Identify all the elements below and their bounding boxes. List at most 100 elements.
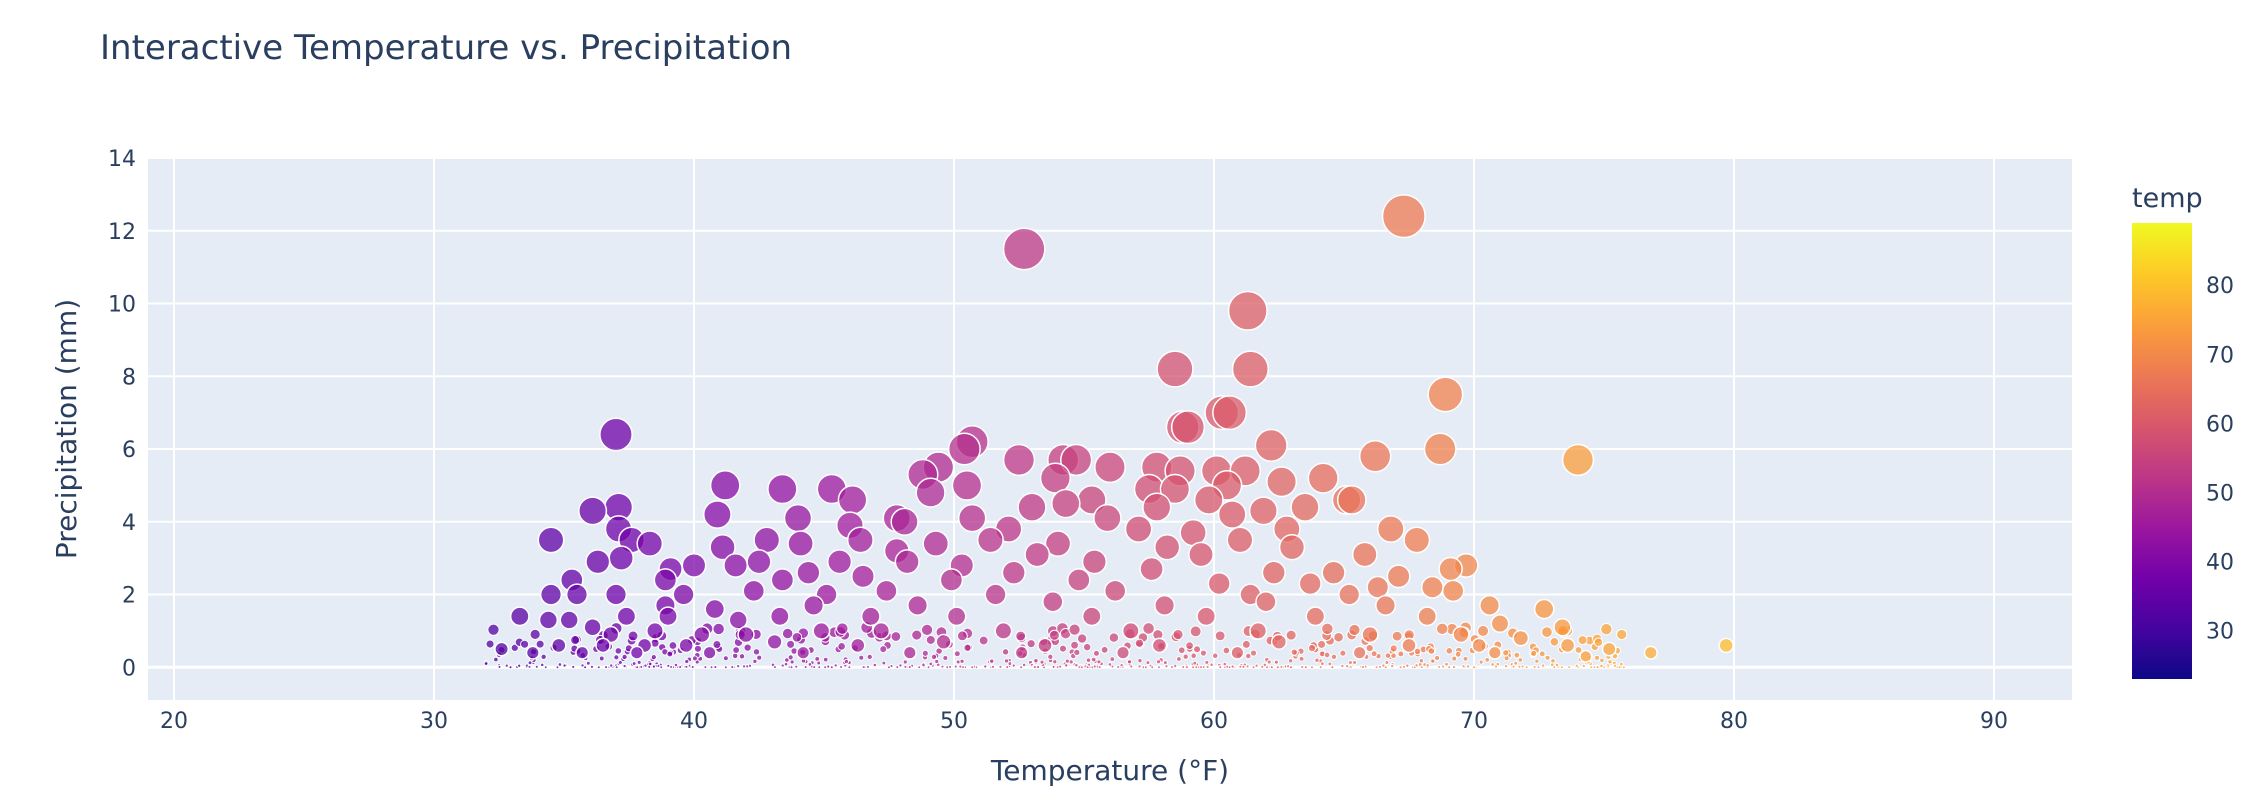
scatter-point (713, 664, 718, 670)
scatter-point (1172, 628, 1184, 641)
scatter-point (1162, 660, 1168, 666)
scatter-point (1612, 663, 1618, 668)
scatter-point (1559, 665, 1564, 670)
scatter-point (1173, 663, 1178, 668)
scatter-point (902, 659, 908, 665)
scatter-point (890, 631, 902, 642)
scatter-point (693, 644, 702, 653)
scatter-point (783, 661, 789, 667)
scatter-point (1039, 659, 1045, 665)
scatter-point (1222, 646, 1231, 655)
scatter-point (1544, 654, 1551, 661)
scatter-point (509, 606, 530, 627)
scatter-point (1211, 652, 1219, 660)
scatter-point (1249, 649, 1258, 657)
scatter-point (1418, 658, 1425, 664)
colorbar-ticks: 30 40 50 60 70 80 (2206, 274, 2234, 644)
y-tick-label: 0 (122, 656, 136, 681)
scatter-point (613, 654, 620, 661)
scatter-point (1066, 568, 1091, 592)
scatter-point (1085, 657, 1092, 663)
scatter-point (551, 637, 567, 654)
scatter-point (525, 645, 540, 660)
scatter-point (743, 643, 752, 652)
scatter-point (770, 568, 795, 592)
scatter-point (1581, 663, 1586, 669)
scatter-point (922, 530, 950, 557)
scatter-point (1033, 657, 1039, 664)
scatter-point (1538, 650, 1546, 658)
scatter-point (728, 610, 748, 630)
scatter-point (1579, 649, 1593, 663)
scatter-point (684, 658, 690, 665)
scatter-point (920, 623, 934, 637)
scatter-point (1073, 648, 1081, 657)
scatter-point (736, 664, 741, 669)
scatter-point (984, 583, 1007, 606)
scatter-point (1154, 594, 1176, 616)
scatter-point (571, 664, 576, 669)
scatter-point (539, 662, 545, 668)
scatter-point (1405, 663, 1410, 668)
scatter-point (1462, 655, 1469, 662)
scatter-point (1060, 443, 1093, 477)
scatter-point (722, 655, 729, 662)
scatter-point (1517, 657, 1524, 663)
scatter-point (1159, 473, 1191, 505)
x-tick-label: 80 (1720, 709, 1748, 734)
scatter-point (1265, 665, 1270, 670)
scatter-point (1035, 665, 1041, 670)
y-tick-label: 14 (108, 147, 136, 172)
scatter-point (559, 610, 579, 630)
scatter-point (1574, 646, 1583, 654)
scatter-point (1513, 651, 1521, 659)
scatter-point (1191, 665, 1196, 670)
scatter-point (742, 579, 766, 603)
scatter-point (1366, 575, 1390, 599)
scatter-point (1248, 496, 1278, 526)
scatter-point (1413, 647, 1422, 656)
scatter-point (787, 530, 814, 557)
scatter-point (1595, 665, 1600, 670)
scatter-point (1376, 515, 1405, 543)
scatter-point (537, 526, 565, 554)
scatter-point (1003, 658, 1010, 664)
scatter-point (631, 661, 637, 666)
scatter-point (1452, 625, 1470, 644)
scatter-point (1536, 665, 1541, 670)
y-axis-ticks: 0 2 4 6 8 10 12 14 (108, 147, 136, 681)
scatter-point (1479, 594, 1501, 616)
scatter-point (1384, 652, 1392, 659)
scatter-point (907, 664, 912, 670)
y-tick-label: 2 (122, 584, 136, 609)
scatter-point (956, 630, 968, 642)
scatter-point (1471, 665, 1476, 670)
scatter-point (1490, 614, 1510, 634)
scatter-point (942, 654, 949, 661)
scatter-point (1230, 664, 1235, 669)
scatter-point (879, 645, 888, 654)
scatter-point (1177, 646, 1186, 655)
scatter-point (596, 665, 601, 670)
scatter-point (616, 606, 637, 627)
scatter-point (1601, 641, 1617, 657)
scatter-point (1318, 665, 1323, 670)
scatter-point (529, 628, 541, 641)
scatter-point (886, 665, 891, 670)
scatter-point (1437, 664, 1442, 670)
scatter-point (1553, 618, 1572, 637)
scatter-point (1348, 623, 1361, 637)
scatter-point (746, 549, 772, 575)
scatter-point (1330, 653, 1338, 660)
scatter-point (947, 432, 981, 466)
scatter-point (1287, 658, 1294, 664)
scatter-point (691, 655, 698, 662)
scatter-point (1534, 658, 1540, 664)
scatter-point (781, 627, 794, 640)
scatter-point (752, 648, 761, 656)
scatter-point (903, 664, 908, 669)
scatter-point (583, 665, 588, 670)
x-tick-label: 70 (1460, 709, 1488, 734)
scatter-point (604, 583, 628, 606)
scatter-point (1300, 665, 1305, 670)
